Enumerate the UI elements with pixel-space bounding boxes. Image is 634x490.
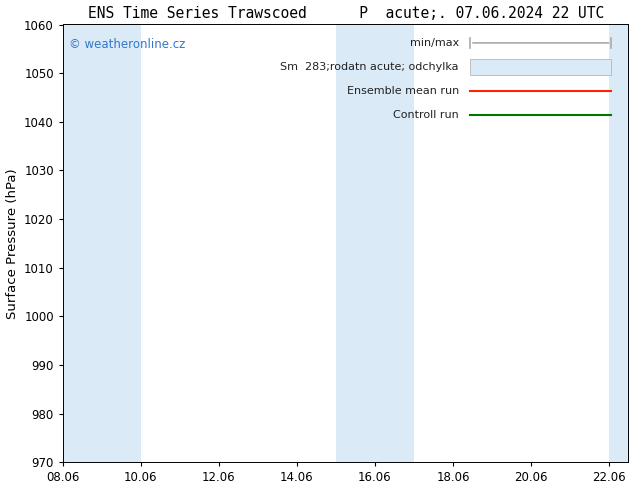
Text: Ensemble mean run: Ensemble mean run <box>347 86 459 96</box>
FancyBboxPatch shape <box>470 59 611 75</box>
Text: min/max: min/max <box>410 38 459 48</box>
Text: Sm  283;rodatn acute; odchylka: Sm 283;rodatn acute; odchylka <box>280 62 459 72</box>
Text: © weatheronline.cz: © weatheronline.cz <box>68 38 185 50</box>
Bar <box>609 24 628 463</box>
Text: Controll run: Controll run <box>393 110 459 120</box>
Bar <box>63 24 141 463</box>
Title: ENS Time Series Trawscoed      P  acute;. 07.06.2024 22 UTC: ENS Time Series Trawscoed P acute;. 07.0… <box>87 5 604 21</box>
Y-axis label: Surface Pressure (hPa): Surface Pressure (hPa) <box>6 168 18 319</box>
Bar <box>336 24 414 463</box>
